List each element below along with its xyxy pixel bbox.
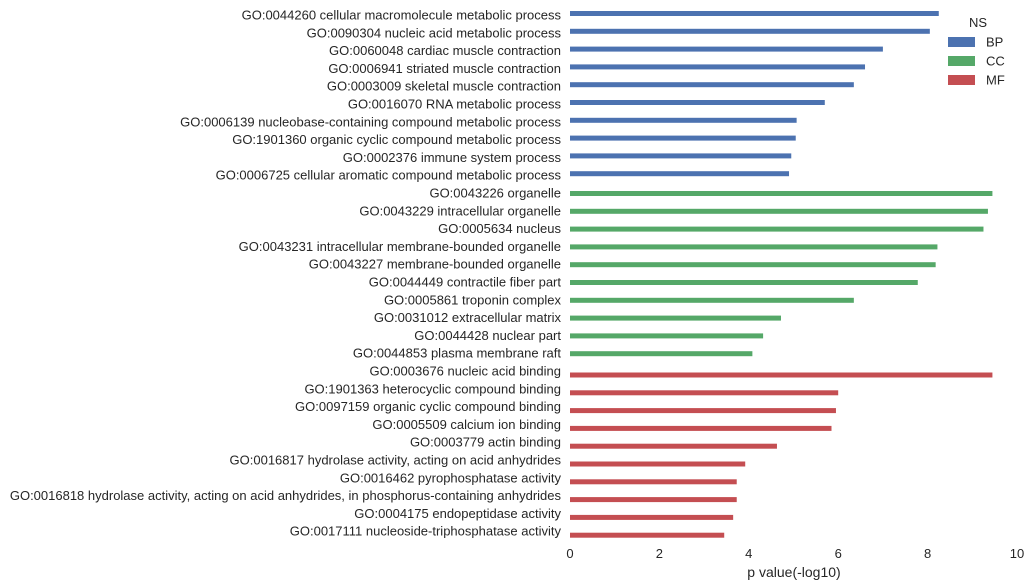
y-tick-label: GO:0031012 extracellular matrix bbox=[374, 310, 562, 325]
bar-cc bbox=[570, 262, 936, 268]
bar-bp bbox=[570, 28, 930, 34]
y-tick-label: GO:1901360 organic cyclic compound metab… bbox=[232, 132, 561, 147]
legend-label-cc: CC bbox=[986, 54, 1005, 69]
x-tick-label: 6 bbox=[835, 546, 842, 561]
y-tick-label: GO:1901363 heterocyclic compound binding bbox=[304, 381, 561, 396]
bar-mf bbox=[570, 497, 737, 503]
legend-swatch-bp bbox=[948, 37, 975, 47]
y-tick-label: GO:0044260 cellular macromolecule metabo… bbox=[242, 8, 562, 23]
bar-cc bbox=[570, 191, 993, 196]
y-tick-label: GO:0016462 pyrophosphatase activity bbox=[340, 470, 562, 485]
bar-cc bbox=[570, 280, 918, 285]
y-tick-label: GO:0005509 calcium ion binding bbox=[372, 417, 561, 432]
bar-cc bbox=[570, 226, 984, 232]
x-tick-label: 10 bbox=[1010, 546, 1024, 561]
x-axis-ticks: 0 2 4 6 8 10 bbox=[566, 546, 1024, 561]
y-tick-label: GO:0097159 organic cyclic compound bindi… bbox=[295, 399, 561, 414]
bar-cc bbox=[570, 244, 938, 250]
bar-cc bbox=[570, 208, 988, 214]
legend-label-bp: BP bbox=[986, 35, 1003, 50]
bar-cc bbox=[570, 297, 854, 303]
y-tick-label: GO:0004175 endopeptidase activity bbox=[354, 506, 561, 521]
y-tick-label: GO:0006725 cellular aromatic compound me… bbox=[216, 168, 562, 183]
bar-mf bbox=[570, 532, 725, 538]
x-tick-label: 8 bbox=[924, 546, 931, 561]
y-tick-label: GO:0003009 skeletal muscle contraction bbox=[327, 79, 561, 94]
y-tick-label: GO:0016817 hydrolase activity, acting on… bbox=[230, 453, 562, 468]
bar-bp bbox=[570, 153, 792, 159]
bars bbox=[570, 11, 993, 538]
legend-swatch-mf bbox=[948, 75, 975, 85]
bar-cc bbox=[570, 333, 764, 339]
y-tick-label: GO:0043226 organelle bbox=[429, 186, 561, 201]
bar-mf bbox=[570, 461, 746, 467]
y-tick-label: GO:0002376 immune system process bbox=[343, 150, 562, 165]
x-axis-label: p value(-log10) bbox=[747, 564, 840, 580]
bar-mf bbox=[570, 443, 777, 449]
y-tick-label: GO:0060048 cardiac muscle contraction bbox=[329, 43, 561, 58]
bar-bp bbox=[570, 135, 796, 141]
y-tick-label: GO:0043231 intracellular membrane-bounde… bbox=[239, 239, 561, 254]
x-tick-label: 2 bbox=[656, 546, 663, 561]
y-tick-label: GO:0006941 striated muscle contraction bbox=[328, 61, 561, 76]
legend-label-mf: MF bbox=[986, 73, 1005, 88]
legend: NS BP CC MF bbox=[948, 15, 1005, 88]
bar-mf bbox=[570, 390, 839, 396]
y-tick-label: GO:0003779 actin binding bbox=[410, 435, 561, 450]
bar-mf bbox=[570, 425, 832, 431]
y-tick-label: GO:0017111 nucleoside-triphosphatase act… bbox=[290, 524, 562, 539]
y-tick-label: GO:0005861 troponin complex bbox=[384, 292, 562, 307]
x-tick-label: 4 bbox=[745, 546, 752, 561]
y-tick-label: GO:0044449 contractile fiber part bbox=[369, 275, 562, 290]
bar-bp bbox=[570, 117, 797, 123]
legend-title: NS bbox=[969, 15, 987, 30]
bar-mf bbox=[570, 408, 836, 414]
y-tick-label: GO:0090304 nucleic acid metabolic proces… bbox=[307, 25, 562, 40]
bar-bp bbox=[570, 100, 825, 105]
y-tick-label: GO:0043229 intracellular organelle bbox=[359, 203, 561, 218]
bar-mf bbox=[570, 479, 737, 485]
y-tick-label: GO:0003676 nucleic acid binding bbox=[369, 364, 561, 379]
y-tick-label: GO:0016070 RNA metabolic process bbox=[348, 97, 562, 112]
x-tick-label: 0 bbox=[566, 546, 573, 561]
bar-bp bbox=[570, 82, 854, 88]
y-axis-labels: GO:0044260 cellular macromolecule metabo… bbox=[10, 8, 562, 539]
bar-bp bbox=[570, 46, 883, 52]
legend-swatch-cc bbox=[948, 56, 975, 66]
y-tick-label: GO:0044428 nuclear part bbox=[414, 328, 561, 343]
bar-cc bbox=[570, 351, 753, 357]
bar-cc bbox=[570, 315, 781, 321]
bar-mf bbox=[570, 514, 734, 520]
y-tick-label: GO:0006139 nucleobase-containing compoun… bbox=[180, 114, 561, 129]
y-tick-label: GO:0016818 hydrolase activity, acting on… bbox=[10, 488, 562, 503]
y-tick-label: GO:0043227 membrane-bounded organelle bbox=[309, 257, 561, 272]
y-tick-label: GO:0044853 plasma membrane raft bbox=[353, 346, 561, 361]
y-tick-label: GO:0005634 nucleus bbox=[438, 221, 561, 236]
bar-mf bbox=[570, 372, 993, 378]
bar-bp bbox=[570, 11, 939, 16]
bar-bp bbox=[570, 64, 866, 70]
bar-bp bbox=[570, 171, 790, 177]
